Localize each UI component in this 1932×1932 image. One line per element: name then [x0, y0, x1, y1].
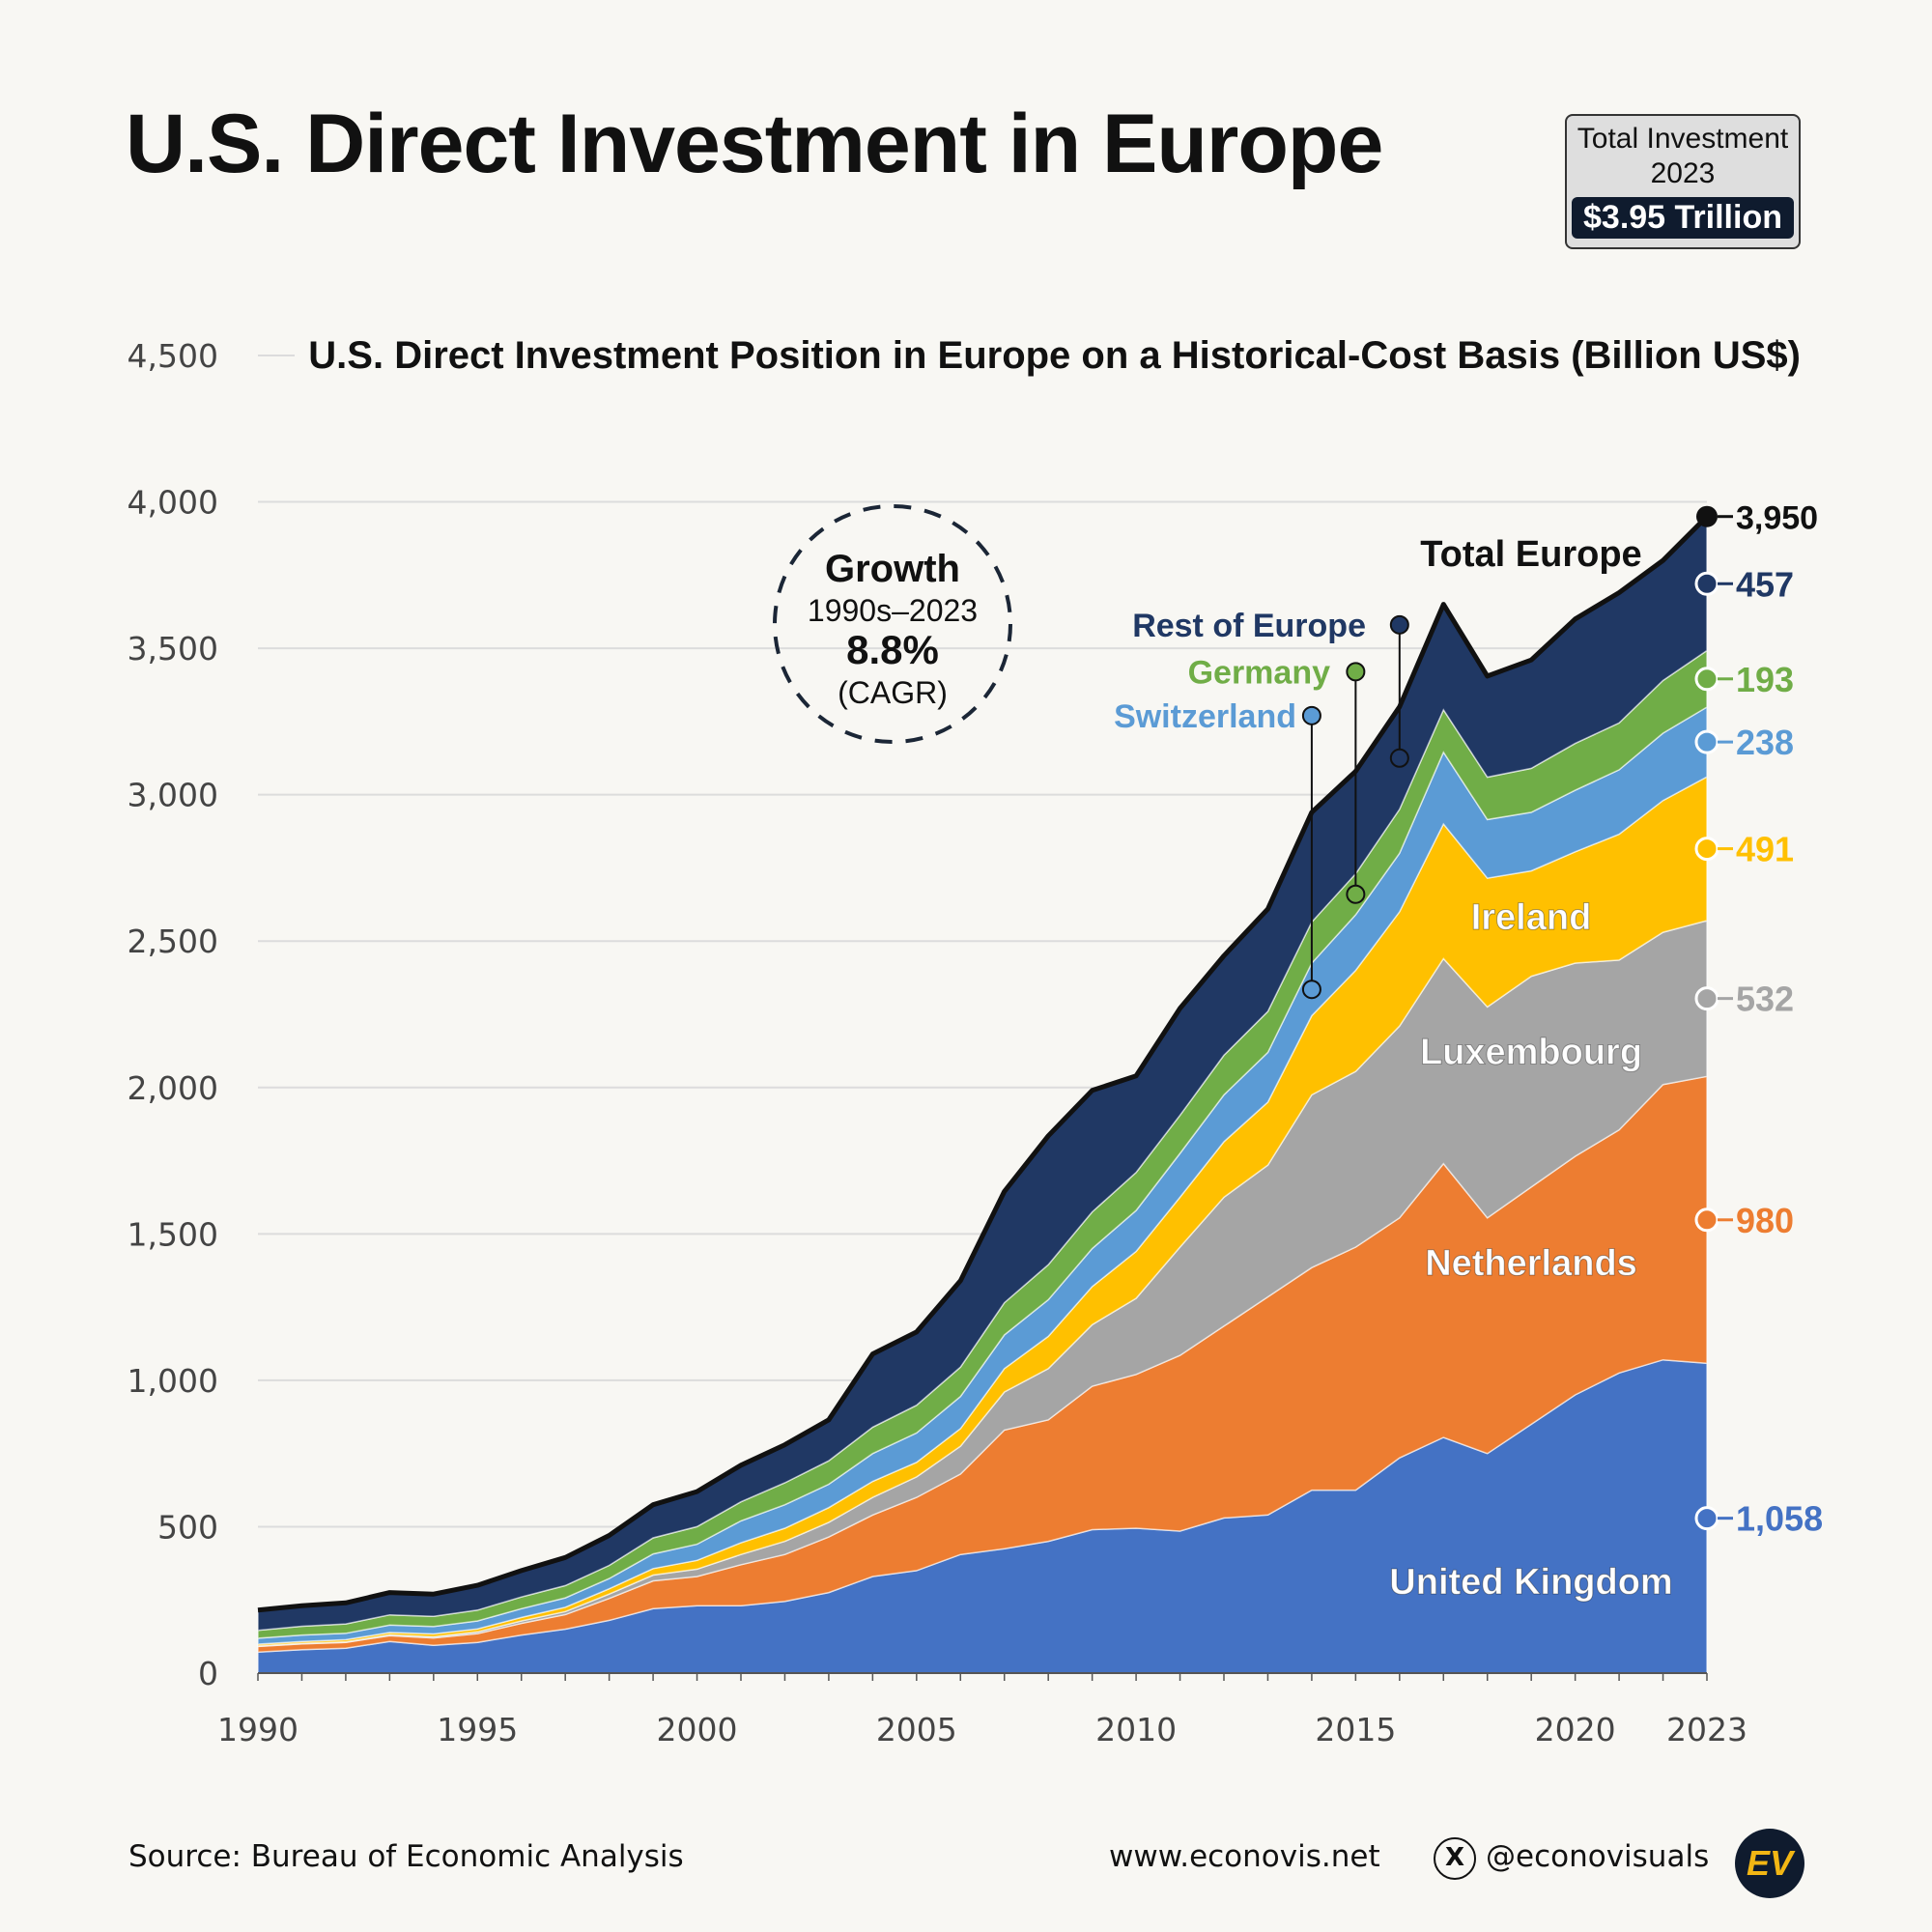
end-value-label: 457 — [1736, 564, 1794, 604]
end-value-label: 491 — [1736, 830, 1794, 869]
y-tick-label: 4,500 — [128, 337, 218, 375]
y-tick-label: 500 — [157, 1508, 218, 1546]
end-dot — [1696, 505, 1718, 527]
end-dot — [1694, 837, 1719, 862]
x-tick-label: 2000 — [657, 1711, 738, 1748]
x-tick-label: 2010 — [1095, 1711, 1177, 1748]
series-label-luxembourg: Luxembourg — [1420, 1033, 1642, 1073]
series-label-ireland: Ireland — [1471, 897, 1592, 938]
x-tick-label: 2005 — [876, 1711, 957, 1748]
source-text: Source: Bureau of Economic Analysis — [128, 1839, 684, 1874]
y-tick-label: 4,000 — [128, 484, 218, 522]
total-investment-label: Total Investment — [1577, 123, 1789, 155]
end-dot — [1694, 986, 1719, 1011]
x-tick-label: 2023 — [1666, 1711, 1747, 1748]
end-value-label: 238 — [1736, 723, 1794, 762]
y-tick-label: 2,000 — [128, 1069, 218, 1107]
x-tick-label: 1995 — [437, 1711, 518, 1748]
y-tick-label: 3,000 — [128, 777, 218, 814]
website-link[interactable]: www.econovis.net — [1109, 1839, 1380, 1874]
end-value-label: 532 — [1736, 980, 1794, 1019]
end-dot — [1694, 729, 1719, 754]
x-tick-label: 2015 — [1315, 1711, 1396, 1748]
end-value-label: 193 — [1736, 660, 1794, 699]
x-tick-label: 1990 — [217, 1711, 298, 1748]
end-value-label: 1,058 — [1736, 1499, 1823, 1539]
total-investment-value: $3.95 Trillion — [1572, 197, 1794, 239]
growth-badge-circle — [773, 504, 1012, 744]
callout-label-rest-of-europe: Rest of Europe — [1132, 608, 1366, 644]
series-label-total-europe: Total Europe — [1420, 534, 1641, 575]
callout-label-germany: Germany — [1188, 654, 1330, 691]
y-tick-label: 1,000 — [128, 1362, 218, 1400]
x-logo-icon: X — [1434, 1837, 1476, 1880]
total-europe-line — [257, 514, 1709, 1613]
callout-anchor — [1301, 980, 1321, 1000]
series-label-netherlands: Netherlands — [1425, 1243, 1637, 1284]
callout-dot — [1389, 614, 1409, 635]
page-title: U.S. Direct Investment in Europe — [126, 98, 1383, 190]
growth-unit: (CAGR) — [838, 675, 948, 710]
ev-logo-icon: EV — [1735, 1829, 1804, 1898]
x-tick-label: 2020 — [1535, 1711, 1616, 1748]
y-tick-label: 1,500 — [128, 1215, 218, 1253]
total-investment-year: 2023 — [1650, 157, 1716, 189]
callout-anchor — [1346, 884, 1366, 904]
end-value-label: 3,950 — [1736, 500, 1818, 537]
y-tick-label: 0 — [198, 1655, 218, 1692]
y-tick-label: 3,500 — [128, 630, 218, 668]
end-value-label: 980 — [1736, 1201, 1794, 1240]
end-dot — [1694, 1506, 1719, 1531]
growth-title: Growth — [825, 548, 960, 590]
callout-dot — [1301, 705, 1321, 725]
growth-value: 8.8% — [846, 627, 939, 672]
callout-label-switzerland: Switzerland — [1114, 698, 1296, 735]
social-handle[interactable]: @econovisuals — [1486, 1839, 1710, 1874]
series-label-united-kingdom: United Kingdom — [1389, 1562, 1672, 1603]
end-dot — [1694, 667, 1719, 692]
callout-dot — [1346, 662, 1366, 682]
chart-title: U.S. Direct Investment Position in Europ… — [295, 334, 1801, 378]
y-tick-label: 2,500 — [128, 923, 218, 960]
end-dot — [1694, 571, 1719, 596]
callout-anchor — [1389, 748, 1409, 768]
growth-period: 1990s–2023 — [808, 593, 978, 628]
end-dot — [1694, 1208, 1719, 1233]
total-investment-box: Total Investment 2023 $3.95 Trillion — [1565, 114, 1801, 249]
